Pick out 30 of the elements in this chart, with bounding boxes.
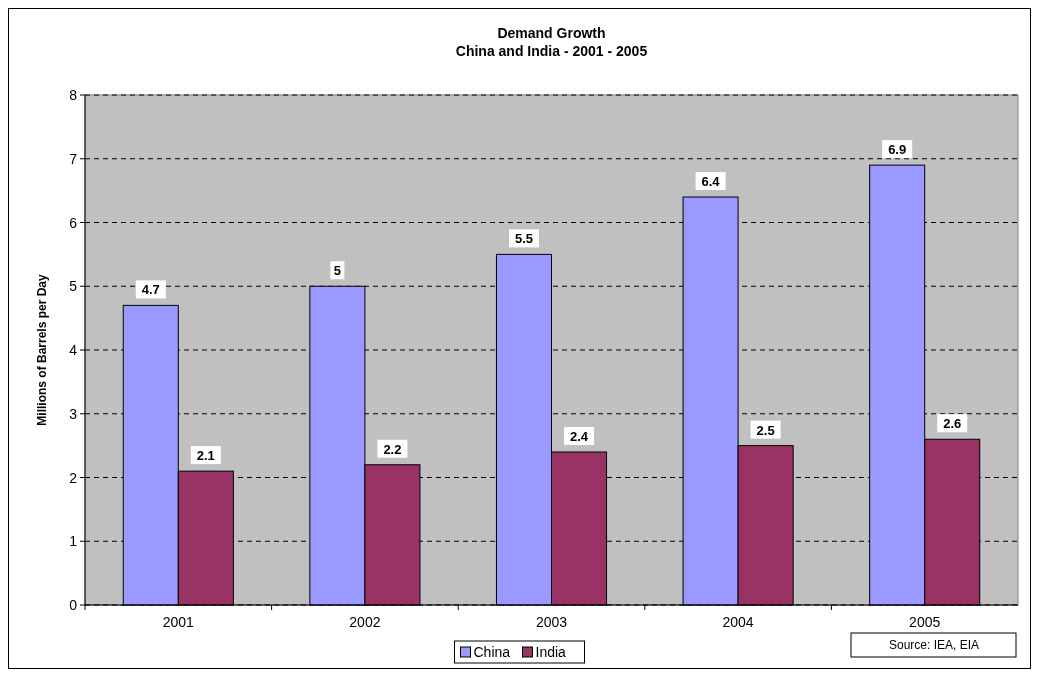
- y-tick-label: 8: [69, 87, 78, 103]
- legend-label: India: [535, 644, 567, 660]
- y-axis-title: Millions of Barrels per Day: [35, 273, 49, 426]
- data-label: 2.6: [943, 416, 962, 432]
- y-tick-label: 7: [69, 150, 78, 167]
- y-tick-label: 3: [69, 405, 78, 422]
- y-tick-label: 0: [69, 597, 78, 613]
- y-tick-label: 6: [69, 214, 78, 231]
- x-tick-label: 2003: [535, 614, 568, 630]
- x-tick-label: 2002: [349, 614, 381, 630]
- chart-title: Demand Growth: [497, 25, 606, 41]
- data-label: 2.4: [569, 429, 589, 444]
- x-tick-label: 2004: [722, 614, 754, 630]
- data-label: 6.9: [888, 142, 907, 158]
- data-label: 2.1: [196, 448, 215, 464]
- data-label: 5: [333, 263, 341, 279]
- y-tick-label: 2: [69, 469, 78, 486]
- y-tick-label: 5: [69, 278, 78, 295]
- data-label: 2.5: [756, 422, 775, 438]
- data-label: 2.2: [383, 441, 402, 457]
- y-tick-label: 1: [69, 533, 78, 550]
- x-tick-label: 2001: [162, 614, 195, 630]
- x-tick-label: 2005: [909, 614, 941, 630]
- data-label: 6.4: [701, 174, 721, 189]
- chart-subtitle: China and India - 2001 - 2005: [455, 43, 648, 59]
- y-tick-label: 4: [69, 342, 78, 358]
- source-note: Source: IEA, EIA: [888, 638, 980, 652]
- data-label: 5.5: [514, 231, 534, 247]
- data-label: 4.7: [141, 282, 160, 298]
- legend-label: China: [473, 644, 511, 660]
